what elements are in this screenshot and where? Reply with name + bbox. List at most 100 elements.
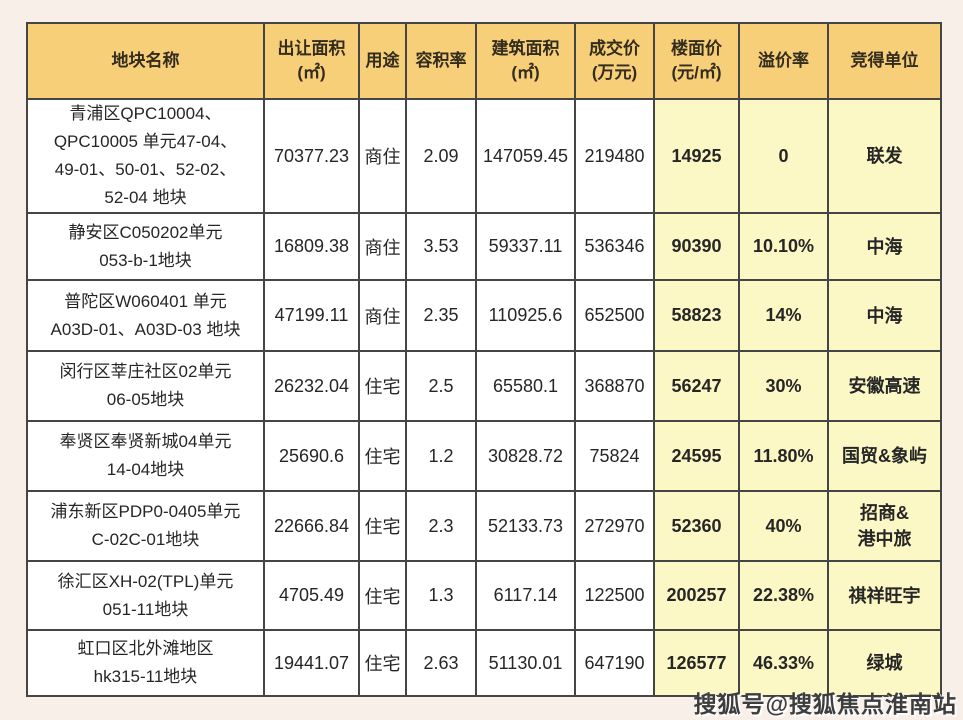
winner-cell: 中海 bbox=[827, 212, 942, 281]
col-header-premium-rate: 溢价率 bbox=[738, 22, 829, 100]
table-row: 浦东新区PDP0-0405单元 C-02C-01地块 22666.84 住宅 2.3 52… bbox=[26, 490, 942, 562]
header-label: 建筑面积 bbox=[491, 39, 560, 58]
table-row: 青浦区QPC10004、 QPC10005 单元47-04、 49-01、50-01… bbox=[26, 98, 942, 214]
transaction-price-cell: 652500 bbox=[574, 279, 655, 352]
use-type-cell: 商住 bbox=[358, 98, 407, 214]
building-area-cell: 51130.01 bbox=[475, 629, 576, 697]
building-area-cell: 6117.14 bbox=[475, 560, 576, 631]
use-type-cell: 商住 bbox=[358, 212, 407, 281]
transfer-area-cell: 25690.6 bbox=[263, 420, 360, 492]
winner-cell: 绿城 bbox=[827, 629, 942, 697]
transfer-area-cell: 47199.11 bbox=[263, 279, 360, 352]
col-header-transfer-area: 出让面积 (㎡) bbox=[263, 22, 360, 100]
plot-ratio-cell: 2.3 bbox=[405, 490, 477, 562]
building-area-cell: 30828.72 bbox=[475, 420, 576, 492]
use-type-cell: 住宅 bbox=[358, 490, 407, 562]
use-type-cell: 住宅 bbox=[358, 350, 407, 422]
transfer-area-cell: 4705.49 bbox=[263, 560, 360, 631]
header-unit: (万元) bbox=[591, 63, 638, 82]
winner-cell: 国贸&象屿 bbox=[827, 420, 942, 492]
transfer-area-cell: 19441.07 bbox=[263, 629, 360, 697]
premium-rate-cell: 11.80% bbox=[738, 420, 829, 492]
parcel-name-cell: 浦东新区PDP0-0405单元 C-02C-01地块 bbox=[26, 490, 265, 562]
table-row: 普陀区W060401 单元 A03D-01、A03D-03 地块 47199.11 商… bbox=[26, 279, 942, 352]
parcel-name-cell: 徐汇区XH-02(TPL)单元 051-11地块 bbox=[26, 560, 265, 631]
transaction-price-cell: 219480 bbox=[574, 98, 655, 214]
col-header-transaction-price: 成交价 (万元) bbox=[574, 22, 655, 100]
header-label: 用途 bbox=[365, 51, 400, 70]
floor-price-cell: 126577 bbox=[653, 629, 740, 697]
parcel-name-cell: 普陀区W060401 单元 A03D-01、A03D-03 地块 bbox=[26, 279, 265, 352]
winner-cell: 联发 bbox=[827, 98, 942, 214]
header-unit: (㎡) bbox=[511, 63, 540, 82]
header-label: 地块名称 bbox=[111, 51, 180, 70]
premium-rate-cell: 22.38% bbox=[738, 560, 829, 631]
premium-rate-cell: 10.10% bbox=[738, 212, 829, 281]
use-type-cell: 住宅 bbox=[358, 629, 407, 697]
transaction-price-cell: 647190 bbox=[574, 629, 655, 697]
col-header-winner: 竞得单位 bbox=[827, 22, 942, 100]
plot-ratio-cell: 1.2 bbox=[405, 420, 477, 492]
plot-ratio-cell: 2.5 bbox=[405, 350, 477, 422]
header-label: 楼面价 bbox=[671, 39, 722, 58]
col-header-building-area: 建筑面积 (㎡) bbox=[475, 22, 576, 100]
winner-cell: 安徽高速 bbox=[827, 350, 942, 422]
table-body: 青浦区QPC10004、 QPC10005 单元47-04、 49-01、50-01… bbox=[26, 98, 942, 697]
transaction-price-cell: 122500 bbox=[574, 560, 655, 631]
transfer-area-cell: 22666.84 bbox=[263, 490, 360, 562]
transaction-price-cell: 536346 bbox=[574, 212, 655, 281]
table-row: 虹口区北外滩地区 hk315-11地块 19441.07 住宅 2.63 51130.01… bbox=[26, 629, 942, 697]
header-label: 成交价 bbox=[589, 39, 640, 58]
premium-rate-cell: 0 bbox=[738, 98, 829, 214]
floor-price-cell: 24595 bbox=[653, 420, 740, 492]
transfer-area-cell: 70377.23 bbox=[263, 98, 360, 214]
transaction-price-cell: 75824 bbox=[574, 420, 655, 492]
plot-ratio-cell: 2.63 bbox=[405, 629, 477, 697]
building-area-cell: 52133.73 bbox=[475, 490, 576, 562]
premium-rate-cell: 46.33% bbox=[738, 629, 829, 697]
parcel-name-cell: 静安区C050202单元 053-b-1地块 bbox=[26, 212, 265, 281]
header-row: 地块名称 出让面积 (㎡) 用途 容积率 建筑面积 (㎡) 成交价 (万元) 楼面价 (… bbox=[26, 22, 942, 100]
parcel-name-cell: 闵行区莘庄社区02单元 06-05地块 bbox=[26, 350, 265, 422]
header-unit: (㎡) bbox=[297, 63, 326, 82]
premium-rate-cell: 14% bbox=[738, 279, 829, 352]
table-row: 闵行区莘庄社区02单元 06-05地块 26232.04 住宅 2.5 65580.1 36… bbox=[26, 350, 942, 422]
plot-ratio-cell: 2.09 bbox=[405, 98, 477, 214]
parcel-name-cell: 奉贤区奉贤新城04单元 14-04地块 bbox=[26, 420, 265, 492]
table-row: 静安区C050202单元 053-b-1地块 16809.38 商住 3.53 59337… bbox=[26, 212, 942, 281]
building-area-cell: 147059.45 bbox=[475, 98, 576, 214]
table-row: 奉贤区奉贤新城04单元 14-04地块 25690.6 住宅 1.2 30828.72 75… bbox=[26, 420, 942, 492]
col-header-use-type: 用途 bbox=[358, 22, 407, 100]
transfer-area-cell: 16809.38 bbox=[263, 212, 360, 281]
floor-price-cell: 56247 bbox=[653, 350, 740, 422]
header-label: 溢价率 bbox=[758, 51, 809, 70]
header-label: 容积率 bbox=[415, 51, 467, 70]
premium-rate-cell: 40% bbox=[738, 490, 829, 562]
header-unit: (元/㎡) bbox=[671, 63, 722, 82]
table-row: 徐汇区XH-02(TPL)单元 051-11地块 4705.49 住宅 1.3 6117.… bbox=[26, 560, 942, 631]
floor-price-cell: 52360 bbox=[653, 490, 740, 562]
floor-price-cell: 200257 bbox=[653, 560, 740, 631]
transaction-price-cell: 368870 bbox=[574, 350, 655, 422]
plot-ratio-cell: 3.53 bbox=[405, 212, 477, 281]
watermark: 搜狐号@搜狐焦点淮南站 bbox=[693, 691, 957, 717]
floor-price-cell: 58823 bbox=[653, 279, 740, 352]
building-area-cell: 110925.6 bbox=[475, 279, 576, 352]
header-label: 竞得单位 bbox=[850, 51, 919, 70]
winner-cell: 招商& 港中旅 bbox=[827, 490, 942, 562]
winner-cell: 中海 bbox=[827, 279, 942, 352]
plot-ratio-cell: 1.3 bbox=[405, 560, 477, 631]
premium-rate-cell: 30% bbox=[738, 350, 829, 422]
use-type-cell: 住宅 bbox=[358, 420, 407, 492]
transaction-price-cell: 272970 bbox=[574, 490, 655, 562]
land-transaction-table: 地块名称 出让面积 (㎡) 用途 容积率 建筑面积 (㎡) 成交价 (万元) 楼面价 (… bbox=[26, 22, 942, 697]
use-type-cell: 住宅 bbox=[358, 560, 407, 631]
use-type-cell: 商住 bbox=[358, 279, 407, 352]
parcel-name-cell: 青浦区QPC10004、 QPC10005 单元47-04、 49-01、50-01… bbox=[26, 98, 265, 214]
building-area-cell: 65580.1 bbox=[475, 350, 576, 422]
floor-price-cell: 14925 bbox=[653, 98, 740, 214]
plot-ratio-cell: 2.35 bbox=[405, 279, 477, 352]
col-header-parcel-name: 地块名称 bbox=[26, 22, 265, 100]
floor-price-cell: 90390 bbox=[653, 212, 740, 281]
col-header-plot-ratio: 容积率 bbox=[405, 22, 477, 100]
